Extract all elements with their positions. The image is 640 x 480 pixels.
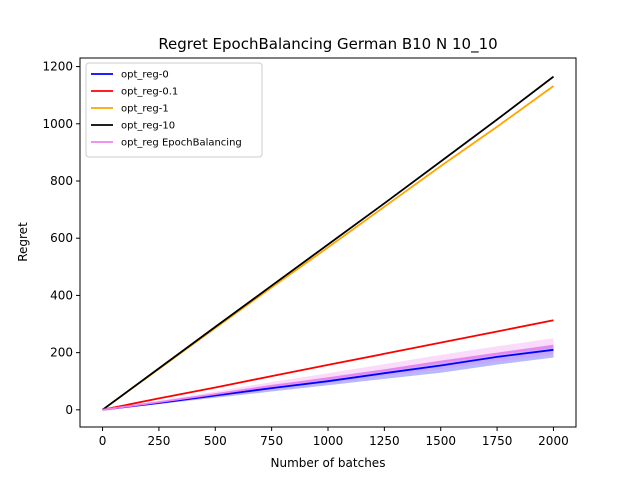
y-tick-label: 400 — [50, 288, 73, 302]
y-tick-label: 600 — [50, 231, 73, 245]
x-tick-label: 500 — [204, 434, 227, 448]
legend-box — [85, 62, 263, 158]
legend-label-opt-reg-1: opt_reg-1 — [121, 104, 169, 115]
series-line-opt-reg-epochbalancing — [102, 345, 554, 411]
legend-label-opt-reg-10: opt_reg-10 — [121, 121, 175, 132]
x-tick-label: 2000 — [538, 434, 569, 448]
legend-label-opt-reg-epochbalancing: opt_reg EpochBalancing — [121, 138, 242, 149]
series-line-opt-reg-0 — [102, 348, 554, 411]
legend: opt_reg-0 opt_reg-0.1 opt_reg-1 opt_reg-10o… — [85, 62, 263, 158]
x-tick-label: 0 — [99, 434, 107, 448]
legend-label-opt-reg-0: opt_reg-0 — [121, 70, 169, 81]
series-line-opt-reg-0-1 — [102, 319, 554, 411]
y-tick-label: 1200 — [42, 60, 73, 74]
band-opt-reg-epochbalancing — [102, 338, 554, 410]
y-axis-ticks: 0 200 400 600 800 1000 1200 — [42, 60, 80, 417]
x-axis-ticks: 0 250 500 750 1000 1250 1500 1750 2000 — [99, 427, 569, 448]
plot-area — [101, 75, 555, 411]
x-tick-label: 1750 — [482, 434, 513, 448]
series-line-opt-reg-10 — [101, 75, 555, 411]
y-axis-label: Regret — [16, 222, 30, 262]
y-tick-label: 0 — [65, 403, 73, 417]
x-tick-label: 1000 — [313, 434, 344, 448]
x-tick-label: 250 — [147, 434, 170, 448]
y-tick-label: 800 — [50, 174, 73, 188]
x-tick-label: 1500 — [425, 434, 456, 448]
x-axis-label: Number of batches — [271, 456, 386, 470]
y-tick-label: 200 — [50, 346, 73, 360]
legend-label-opt-reg-0-1: opt_reg-0.1 — [121, 87, 178, 98]
x-tick-label: 1250 — [369, 434, 400, 448]
x-tick-label: 750 — [260, 434, 283, 448]
y-tick-label: 1000 — [42, 117, 73, 131]
chart-title: Regret EpochBalancing German B10 N 10_10 — [158, 35, 497, 54]
